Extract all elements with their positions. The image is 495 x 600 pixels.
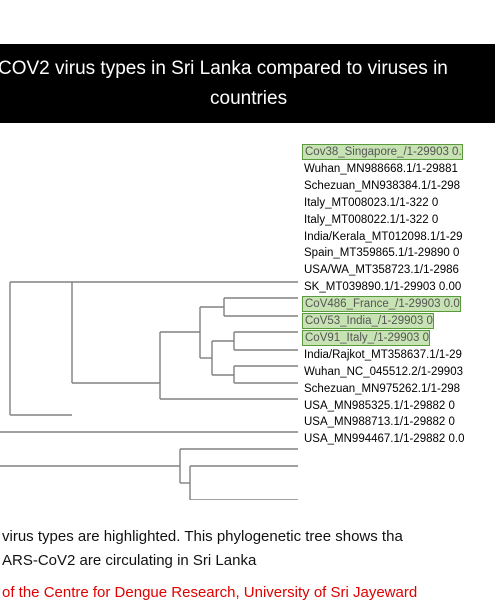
tree-branches [0, 281, 298, 500]
leaf-label: SK_MT039890.1/1-29903 0.00 [304, 281, 462, 294]
leaf-label: Wuhan_NC_045512.2/1-29903 [304, 365, 463, 378]
title-line-1: COV2 virus types in Sri Lanka compared t… [0, 58, 448, 79]
leaf-label: USA_MN988713.1/1-29882 0 [304, 416, 455, 429]
leaf-label: India/Kerala_MT012098.1/1-29 [304, 230, 463, 243]
phylogenetic-tree [0, 281, 298, 500]
leaf-label: Spain_MT359865.1/1-29890 0 [304, 247, 460, 260]
leaf-label: Schezuan_MN975262.1/1-298 [304, 382, 461, 395]
leaf-label: Schezuan_MN938384.1/1-298 [304, 179, 461, 192]
leaf-label: CoV53_India_/1-29903 0 [302, 313, 434, 329]
leaf-label: CoV486_France_/1-29903 0.0 [302, 296, 461, 313]
title-line-2: countries [210, 88, 288, 109]
title-banner: COV2 virus types in Sri Lanka compared t… [0, 44, 495, 123]
caption-line-2: ARS-CoV2 are circulating in Sri Lanka [2, 552, 257, 569]
leaf-label: USA_MN994467.1/1-29882 0.0 [304, 433, 465, 446]
leaf-label: Wuhan_MN988668.1/1-29881 [304, 162, 458, 175]
leaf-label: India/Rajkot_MT358637.1/1-29 [304, 348, 462, 361]
leaf-label: Italy_MT008023.1/1-322 0 [304, 196, 439, 209]
leaf-label: USA/WA_MT358723.1/1-2986 [304, 264, 459, 277]
caption-line-1: virus types are highlighted. This phylog… [2, 528, 403, 545]
credit-line: of the Centre for Dengue Research, Unive… [2, 584, 418, 600]
leaf-label: CoV91_Italy_/1-29903 0 [302, 329, 431, 346]
leaf-label: USA_MN985325.1/1-29882 0 [304, 399, 455, 412]
leaf-label: Cov38_Singapore_/1-29903 0. [302, 144, 463, 160]
leaf-label: Italy_MT008022.1/1-322 0 [304, 213, 439, 226]
